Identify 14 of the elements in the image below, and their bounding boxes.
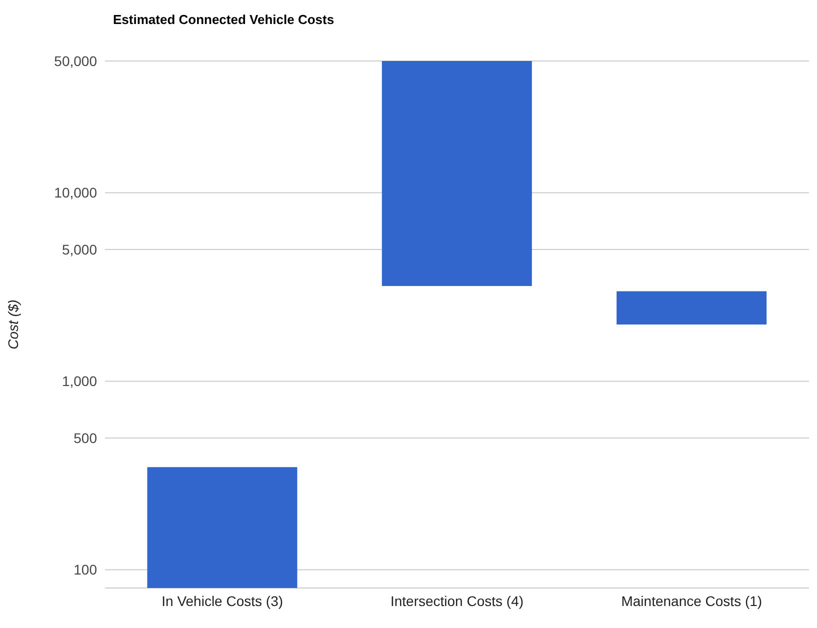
x-tick-label: Intersection Costs (4) — [390, 592, 524, 609]
y-tick-label: 50,000 — [54, 52, 98, 69]
y-tick-label: 1,000 — [62, 373, 98, 390]
y-tick-label: 5,000 — [62, 241, 98, 258]
y-tick-label: 100 — [74, 562, 98, 578]
y-axis-title: Cost ($) — [4, 300, 21, 350]
bar — [616, 291, 767, 324]
bar — [147, 467, 298, 588]
bar — [382, 61, 532, 286]
y-tick-label: 500 — [74, 430, 98, 446]
y-tick-label: 10,000 — [54, 184, 98, 201]
x-tick-label: In Vehicle Costs (3) — [162, 592, 284, 609]
x-tick-label: Maintenance Costs (1) — [621, 592, 762, 609]
chart-title: Estimated Connected Vehicle Costs — [113, 12, 334, 27]
